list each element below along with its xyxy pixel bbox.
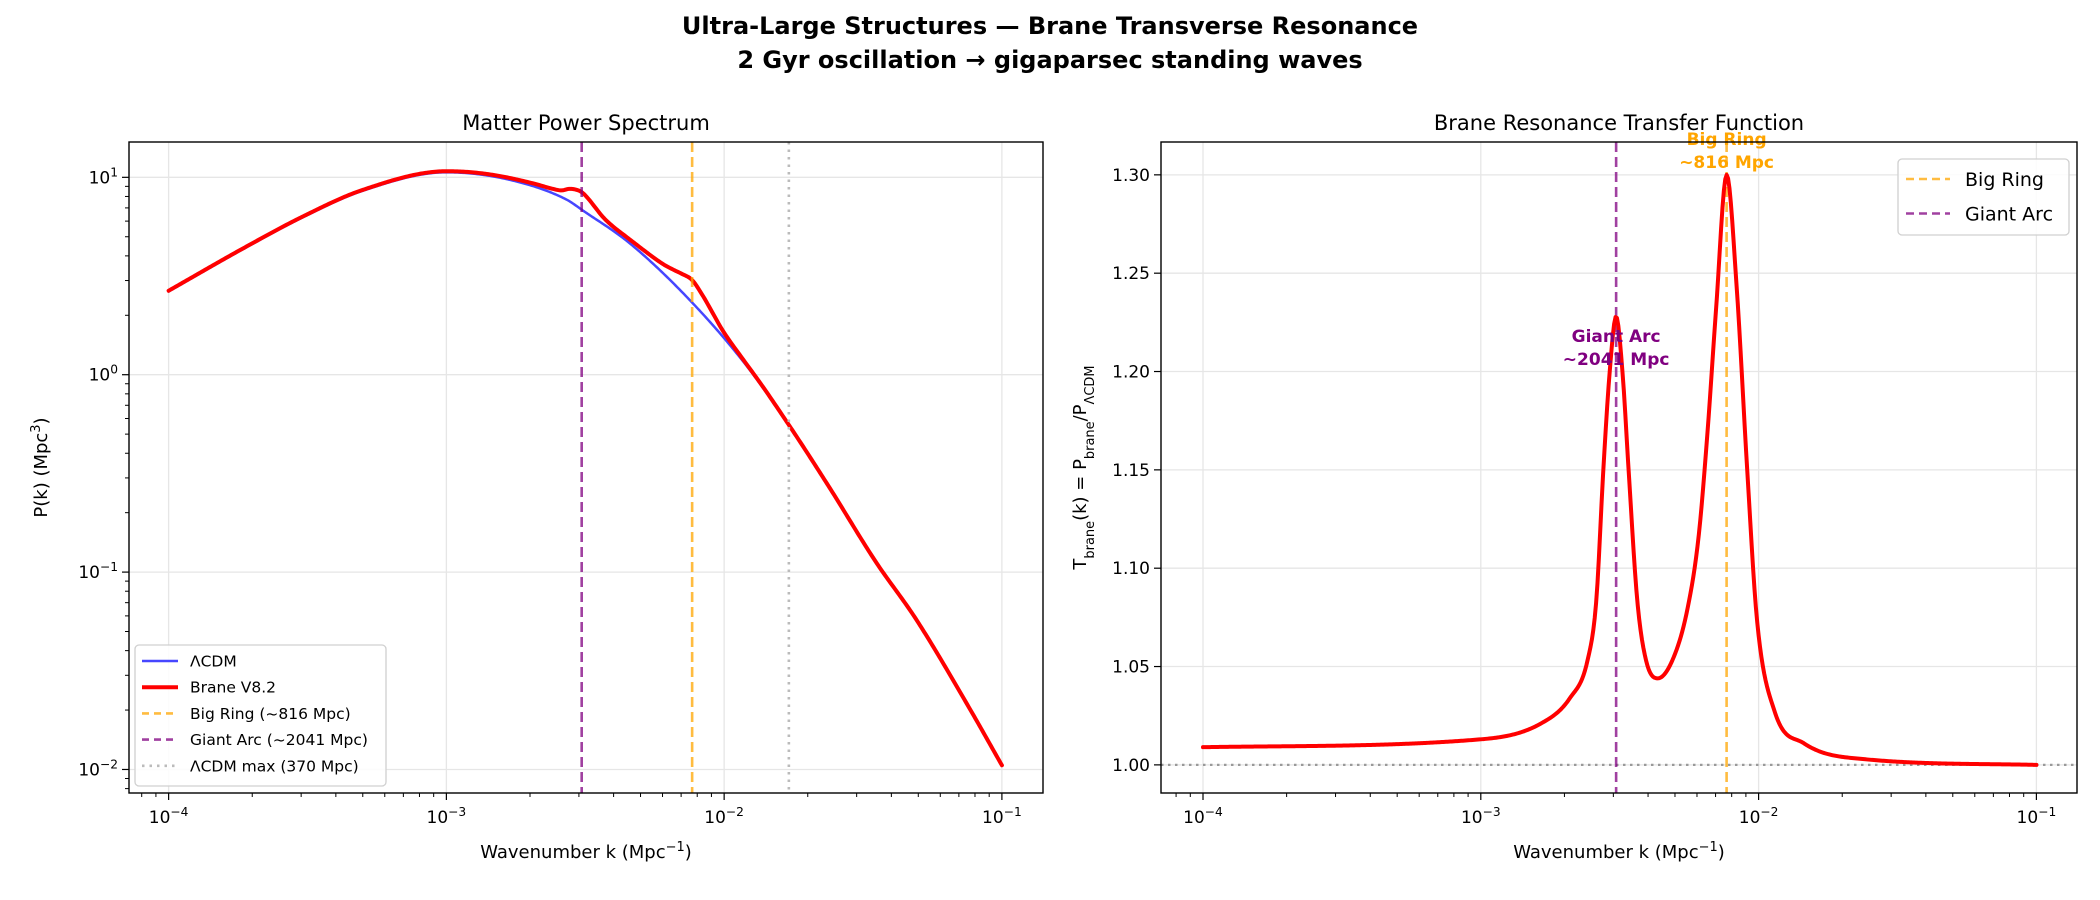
power-spectrum-y-tick-label: 10−1 bbox=[78, 560, 118, 583]
power-spectrum-axes-frame bbox=[128, 141, 1044, 794]
transfer-function-x-tick-label: 10−3 bbox=[1461, 805, 1501, 828]
power-spectrum-title: Matter Power Spectrum bbox=[462, 111, 710, 135]
power-spectrum-panel: 10−4 10−3 10−2 10−1 101 100 10−1 10−2 Matter Pow… bbox=[29, 111, 1044, 863]
transfer-function-x-tick-label: 10−1 bbox=[2017, 805, 2057, 828]
transfer-function-x-tick-label: 10−2 bbox=[1739, 805, 1779, 828]
transfer-function-x-tick-label: 10−4 bbox=[1183, 805, 1223, 828]
transfer-function-y-axis-label: Tbrane(k) = Pbrane/PΛCDM bbox=[1070, 365, 1098, 570]
transfer-function-y-tick-label: 1.30 bbox=[1112, 166, 1150, 186]
power-spectrum-x-tick-label: 10−3 bbox=[427, 805, 467, 828]
power-spectrum-x-tick-label: 10−1 bbox=[982, 805, 1022, 828]
transfer-function-panel: 10−4 10−3 10−2 10−1 1.00 1.05 1.10 1.15 1.20 1.25… bbox=[1070, 111, 2078, 864]
transfer-function-y-tick-label: 1.25 bbox=[1112, 264, 1150, 284]
transfer-legend: Big Ring Giant Arc bbox=[1897, 158, 2070, 236]
power-spectrum-x-tick-label: 10−2 bbox=[704, 805, 744, 828]
transfer-function-y-tick-label: 1.10 bbox=[1112, 559, 1150, 579]
annotation-giant-arc: ~2041 Mpc bbox=[1563, 350, 1670, 370]
transfer-function-y-tick-label: 1.05 bbox=[1112, 658, 1150, 678]
power-spectrum-y-axis-label: P(k) (Mpc3) bbox=[29, 417, 53, 517]
power-spectrum-y-tick-label: 101 bbox=[89, 165, 118, 188]
legend-lcdm-max-label: ΛCDM max (370 Mpc) bbox=[190, 757, 359, 775]
transfer-function-y-tick-label: 1.20 bbox=[1112, 363, 1150, 383]
brane-line bbox=[166, 169, 1004, 768]
legend-big-ring-label: Big Ring (~816 Mpc) bbox=[190, 705, 351, 723]
legend-big-ring-label: Big Ring bbox=[1965, 169, 2044, 191]
transfer-function-y-tick-label: 1.00 bbox=[1112, 756, 1150, 776]
power-spectrum-y-tick-label: 100 bbox=[89, 363, 118, 386]
legend-giant-arc-label: Giant Arc bbox=[1965, 204, 2053, 226]
figure-title-line-2: 2 Gyr oscillation → gigaparsec standing … bbox=[737, 46, 1363, 74]
annotation-giant-arc: Giant Arc bbox=[1572, 327, 1661, 347]
power-spectrum-y-tick-label: 10−2 bbox=[78, 757, 118, 780]
power-spectrum-legend: ΛCDM Brane V8.2 Big Ring (~816 Mpc) Giant A… bbox=[134, 644, 387, 787]
transfer-line bbox=[1201, 172, 2039, 767]
figure-title-line-1: Ultra-Large Structures — Brane Transvers… bbox=[681, 12, 1419, 40]
legend-box bbox=[1897, 158, 2070, 236]
transfer-function-title: Brane Resonance Transfer Function bbox=[1434, 111, 1804, 135]
power-spectrum-x-tick-label: 10−4 bbox=[149, 805, 189, 828]
legend-box bbox=[134, 644, 387, 787]
transfer-function-plot-area bbox=[1161, 142, 2077, 793]
transfer-function-x-axis-label: Wavenumber k (Mpc−1) bbox=[1513, 840, 1725, 864]
annotation-big-ring: ~816 Mpc bbox=[1679, 153, 1774, 173]
legend-lcdm-label: ΛCDM bbox=[190, 653, 237, 671]
legend-giant-arc-label: Giant Arc (~2041 Mpc) bbox=[190, 731, 368, 749]
power-spectrum-plot-area bbox=[166, 142, 1004, 793]
power-spectrum-x-axis-label: Wavenumber k (Mpc−1) bbox=[480, 840, 692, 864]
transfer-function-axes-frame bbox=[1160, 141, 2078, 794]
legend-brane-label: Brane V8.2 bbox=[190, 679, 276, 697]
transfer-function-y-tick-label: 1.15 bbox=[1112, 461, 1150, 481]
annotation-big-ring: Big Ring bbox=[1687, 130, 1767, 150]
